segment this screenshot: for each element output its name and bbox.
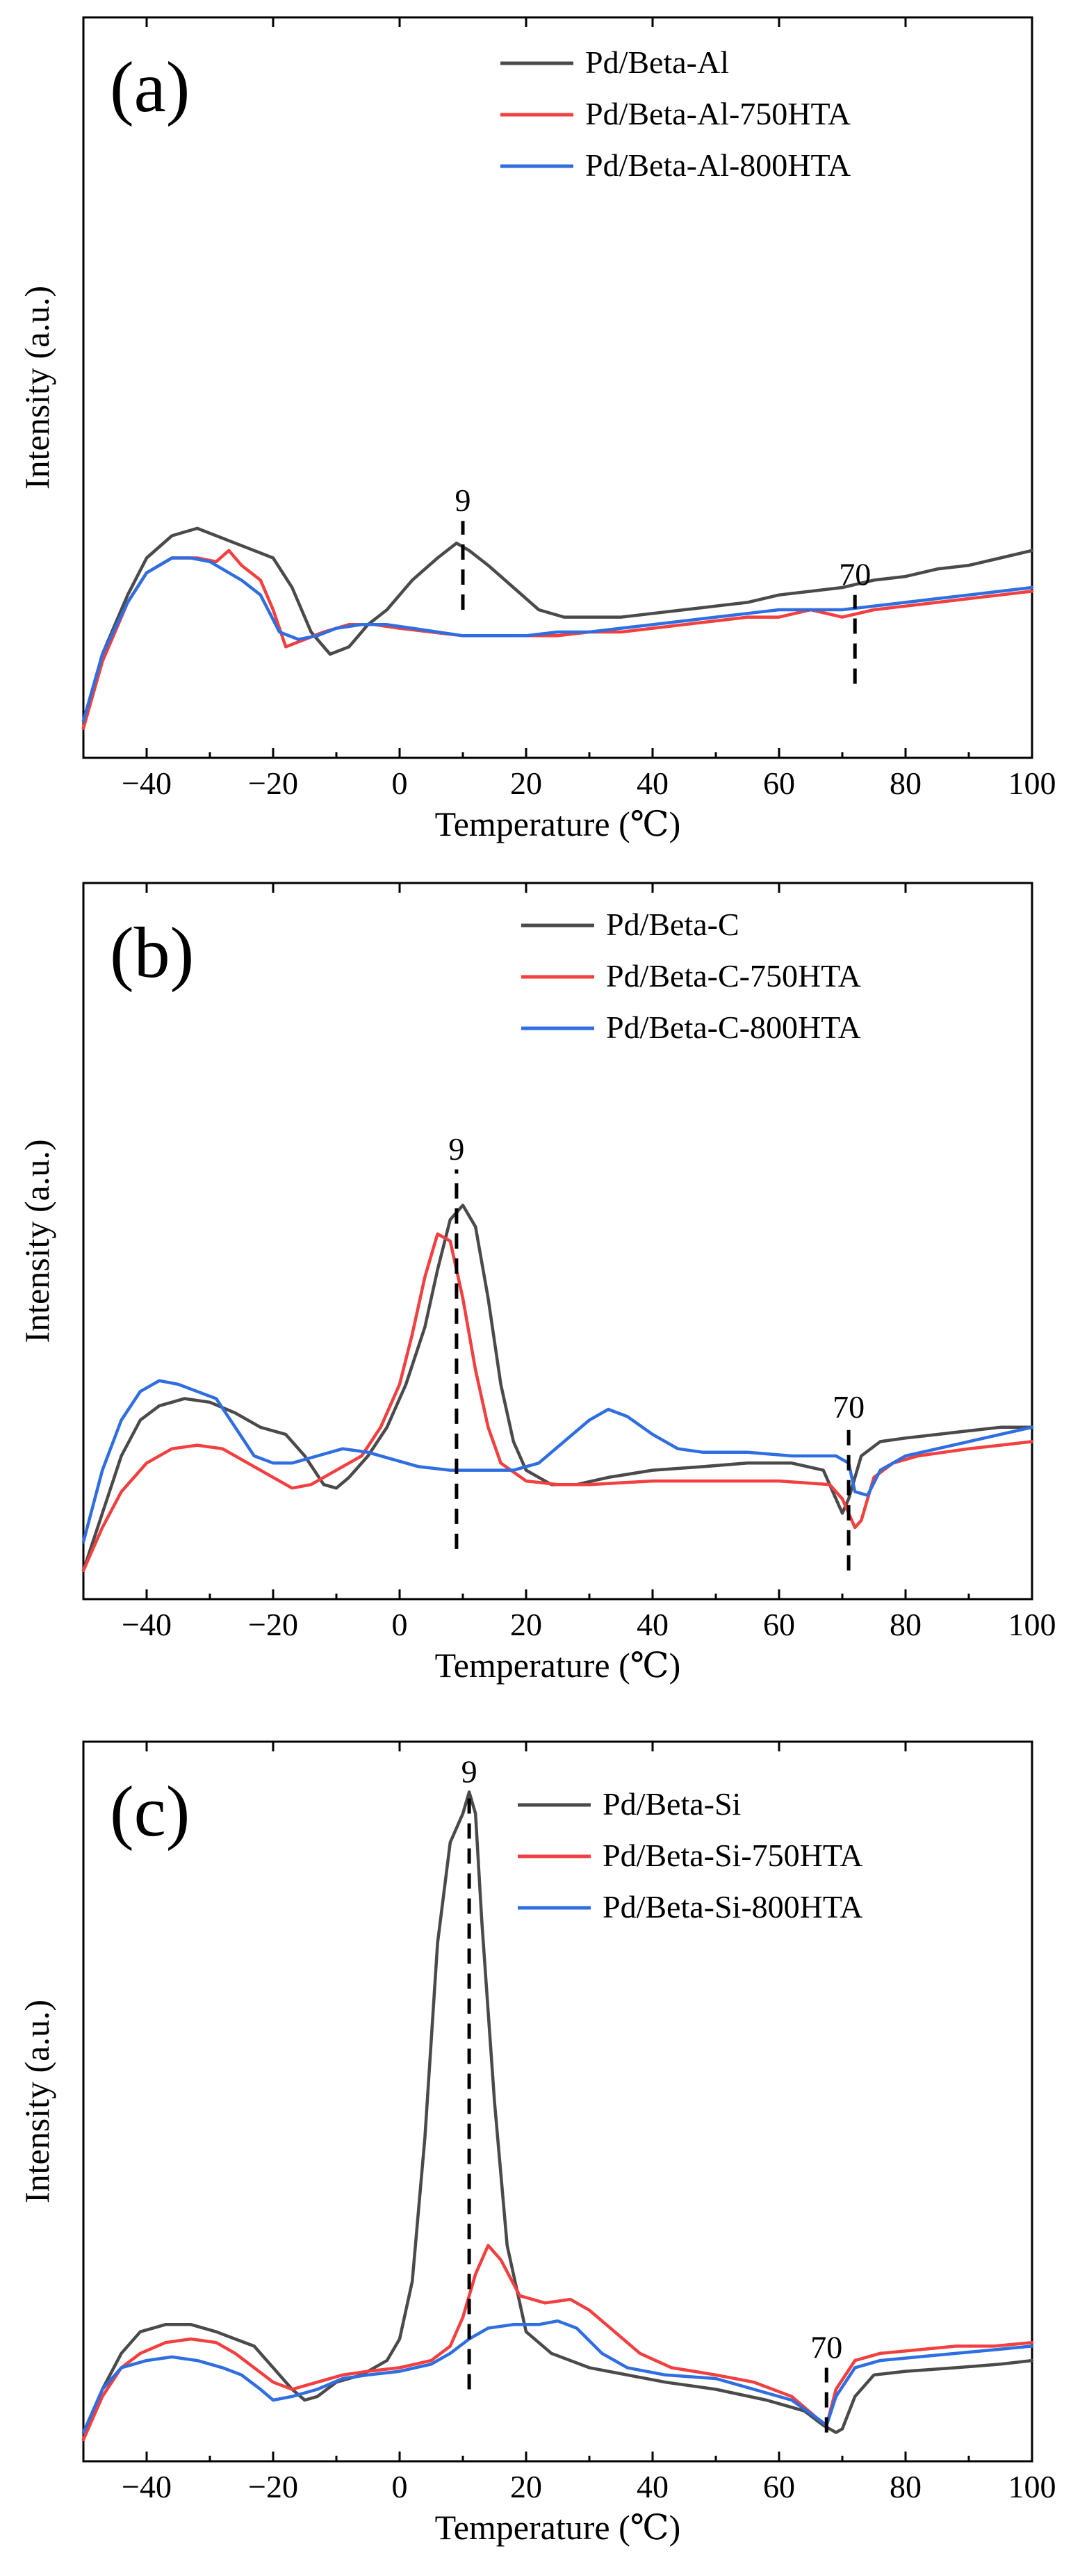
legend-label-b-1: Pd/Beta-C-750HTA: [606, 958, 861, 994]
y-axis-title-b: Intensity (a.u.): [17, 1140, 56, 1343]
x-tick-label-c-7: 100: [1008, 2469, 1056, 2504]
plot-frame-a: [82, 16, 1033, 759]
x-tick-label-a-4: 40: [637, 765, 669, 801]
x-axis-title-a: Temperature (℃): [435, 804, 681, 843]
legend-label-c-2: Pd/Beta-Si-800HTA: [603, 1889, 863, 1925]
x-tick-label-b-3: 20: [510, 1607, 542, 1642]
legend-label-b-0: Pd/Beta-C: [606, 907, 739, 942]
annotation-label-a-0: 9: [455, 483, 471, 518]
x-tick-label-b-2: 0: [392, 1607, 408, 1642]
plot-frame-c: [82, 1740, 1033, 2463]
legend-label-b-2: Pd/Beta-C-800HTA: [606, 1010, 861, 1045]
annotation-label-b-0: 9: [448, 1131, 464, 1167]
series-line-a-0: [81, 526, 1034, 730]
x-tick-label-b-0: −40: [122, 1607, 172, 1642]
panel-label-b: (b): [110, 913, 194, 993]
legend-label-a-0: Pd/Beta-Al: [585, 44, 729, 80]
x-tick-label-c-2: 0: [392, 2469, 408, 2504]
x-tick-label-c-1: −20: [248, 2469, 298, 2504]
x-tick-label-a-6: 80: [890, 765, 922, 801]
series-line-c-1: [81, 2244, 1034, 2442]
x-tick-label-a-7: 100: [1008, 765, 1056, 801]
annotation-label-c-0: 9: [461, 1753, 477, 1789]
annotation-label-c-1: 70: [810, 2329, 842, 2365]
panel-label-c: (c): [110, 1772, 190, 1852]
panel-b: 9 70 −40 −20 0 20 40 60 80 100 Temperature (℃) Inte…: [17, 882, 1056, 1685]
x-tick-label-c-0: −40: [122, 2469, 172, 2504]
x-tick-label-b-7: 100: [1008, 1607, 1056, 1642]
x-tick-label-a-2: 0: [392, 765, 408, 801]
x-axis-title-c: Temperature (℃): [435, 2508, 681, 2547]
series-line-c-0: [81, 1790, 1034, 2442]
series-line-c-2: [81, 2319, 1034, 2434]
x-tick-label-a-0: −40: [122, 765, 172, 801]
x-tick-label-c-3: 20: [510, 2469, 542, 2504]
x-tick-label-b-6: 80: [890, 1607, 922, 1642]
x-tick-label-c-5: 60: [763, 2469, 795, 2504]
legend-label-a-2: Pd/Beta-Al-800HTA: [585, 147, 851, 183]
x-tick-label-b-4: 40: [637, 1607, 669, 1642]
x-tick-label-a-3: 20: [510, 765, 542, 801]
series-line-b-0: [81, 1204, 1034, 1573]
series-line-a-2: [81, 556, 1034, 723]
panel-label-a: (a): [110, 47, 190, 127]
panel-c: 9 70 −40 −20 0 20 40 60 80 100 Temperature (℃) Inte…: [17, 1740, 1056, 2547]
series-line-b-2: [81, 1379, 1034, 1544]
annotation-label-a-1: 70: [839, 557, 871, 592]
x-tick-label-b-1: −20: [248, 1607, 298, 1642]
panel-a: 9 70 −40 −20 0 20 40 60 80 100 Temperature (℃) Inte…: [17, 16, 1056, 843]
legend-label-c-1: Pd/Beta-Si-750HTA: [603, 1838, 863, 1873]
plot-frame-b: [82, 882, 1033, 1601]
x-tick-label-a-5: 60: [763, 765, 795, 801]
x-tick-label-c-4: 40: [637, 2469, 669, 2504]
x-tick-label-b-5: 60: [763, 1607, 795, 1642]
x-axis-title-b: Temperature (℃): [435, 1646, 681, 1685]
legend-label-c-0: Pd/Beta-Si: [603, 1786, 741, 1822]
y-axis-title-a: Intensity (a.u.): [17, 286, 56, 489]
series-line-b-1: [81, 1232, 1034, 1573]
x-tick-label-a-1: −20: [248, 765, 298, 801]
legend-label-a-1: Pd/Beta-Al-750HTA: [585, 96, 851, 131]
y-axis-title-c: Intensity (a.u.): [17, 2000, 56, 2203]
annotation-label-b-1: 70: [833, 1389, 865, 1425]
x-tick-label-c-6: 80: [890, 2469, 922, 2504]
